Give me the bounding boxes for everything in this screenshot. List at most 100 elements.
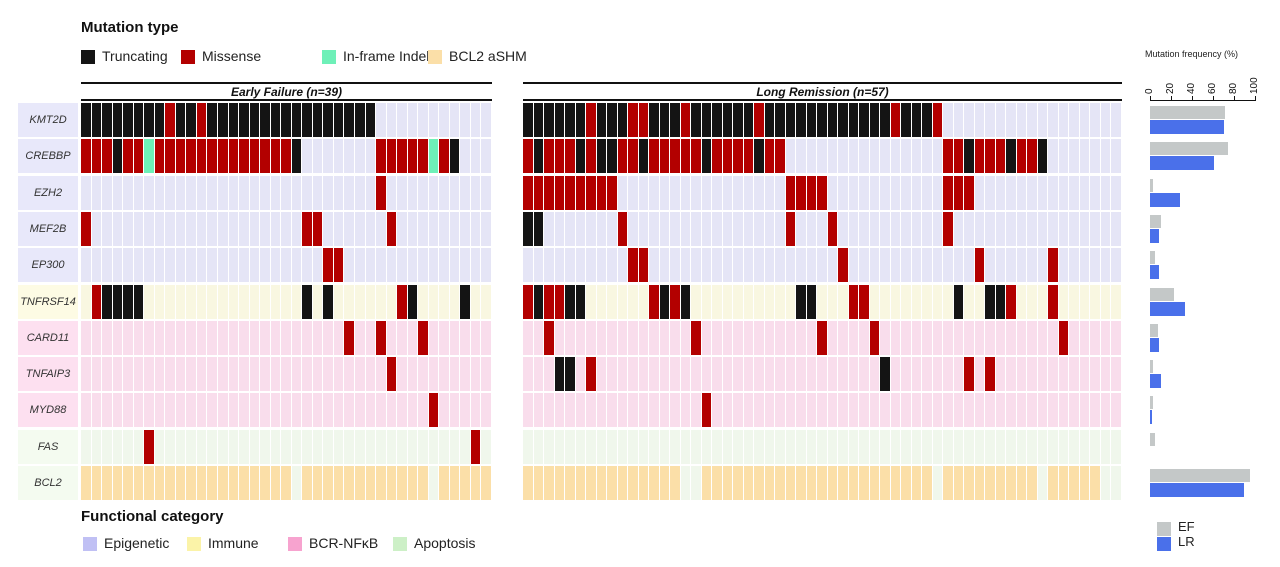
legend-swatch-apo bbox=[393, 537, 407, 551]
empty-cell bbox=[439, 429, 449, 464]
empty-cell bbox=[1069, 175, 1079, 210]
mutation-cell-M bbox=[439, 139, 449, 174]
mutation-cell-T bbox=[102, 284, 112, 319]
empty-cell bbox=[1037, 429, 1048, 464]
empty-cell bbox=[649, 357, 659, 392]
empty-cell bbox=[544, 211, 554, 246]
mutation-cell-M bbox=[586, 103, 596, 137]
empty-cell bbox=[207, 320, 217, 355]
mutation-cell-T bbox=[533, 139, 543, 174]
mutation-cell-S bbox=[817, 466, 827, 500]
mutation-cell-T bbox=[827, 103, 838, 137]
empty-cell bbox=[323, 320, 333, 355]
mutation-cell-S bbox=[743, 466, 754, 500]
frequency-bar-lr bbox=[1150, 265, 1160, 280]
mutation-cell-S bbox=[649, 466, 659, 500]
empty-cell bbox=[533, 429, 543, 464]
mutation-cell-I bbox=[428, 139, 439, 174]
legend-swatch-imm bbox=[187, 537, 201, 551]
empty-cell bbox=[586, 393, 596, 428]
mutation-cell-M bbox=[1016, 139, 1027, 174]
empty-cell bbox=[680, 429, 691, 464]
empty-cell bbox=[628, 211, 638, 246]
empty-cell bbox=[228, 393, 239, 428]
empty-cell bbox=[1079, 320, 1090, 355]
empty-cell bbox=[617, 393, 628, 428]
mutation-cell-M bbox=[586, 139, 596, 174]
empty-cell bbox=[901, 284, 911, 319]
empty-cell bbox=[880, 393, 890, 428]
empty-cell bbox=[1016, 284, 1027, 319]
empty-cell bbox=[418, 103, 428, 137]
empty-cell bbox=[712, 248, 722, 283]
mutation-cell-S bbox=[1090, 466, 1100, 500]
frequency-bar-lr bbox=[1150, 483, 1244, 497]
empty-cell bbox=[218, 357, 228, 392]
empty-cell bbox=[207, 357, 217, 392]
empty-cell bbox=[901, 139, 911, 174]
empty-cell bbox=[123, 211, 133, 246]
mutation-cell-T bbox=[964, 139, 974, 174]
mutation-cell-T bbox=[701, 103, 712, 137]
empty-cell bbox=[376, 211, 386, 246]
empty-cell bbox=[302, 139, 312, 174]
empty-cell bbox=[81, 248, 91, 283]
frequency-bar-lr bbox=[1150, 192, 1180, 207]
empty-cell bbox=[470, 175, 481, 210]
mutation-cell-S bbox=[995, 466, 1006, 500]
mutation-cell-M bbox=[796, 175, 806, 210]
mutation-cell-M bbox=[91, 139, 102, 174]
mutation-cell-I bbox=[144, 139, 154, 174]
legend-swatch-S bbox=[428, 50, 442, 64]
mutation-cell-S bbox=[953, 466, 964, 500]
empty-cell bbox=[1027, 248, 1037, 283]
mutation-cell-T bbox=[743, 103, 754, 137]
empty-cell bbox=[449, 211, 460, 246]
mutation-cell-T bbox=[764, 103, 775, 137]
empty-cell bbox=[270, 284, 281, 319]
empty-cell bbox=[638, 429, 649, 464]
empty-cell bbox=[1048, 139, 1058, 174]
mutation-cell-S bbox=[607, 466, 617, 500]
empty-cell bbox=[586, 248, 596, 283]
empty-cell bbox=[1111, 320, 1121, 355]
mutation-cell-S bbox=[386, 466, 397, 500]
empty-cell bbox=[333, 211, 344, 246]
empty-cell bbox=[953, 248, 964, 283]
empty-cell bbox=[239, 175, 249, 210]
empty-cell bbox=[196, 175, 207, 210]
legend-label: Immune bbox=[208, 535, 259, 551]
mutation-cell-M bbox=[397, 139, 407, 174]
empty-cell bbox=[428, 320, 439, 355]
empty-cell bbox=[743, 393, 754, 428]
empty-cell bbox=[312, 357, 323, 392]
empty-cell bbox=[481, 393, 491, 428]
empty-cell bbox=[323, 175, 333, 210]
empty-cell bbox=[1111, 284, 1121, 319]
empty-cell bbox=[638, 393, 649, 428]
empty-cell bbox=[1111, 393, 1121, 428]
empty-cell bbox=[260, 320, 270, 355]
empty-cell bbox=[712, 175, 722, 210]
mutation-cell-T bbox=[544, 103, 554, 137]
empty-cell bbox=[1027, 284, 1037, 319]
empty-cell bbox=[323, 211, 333, 246]
mutation-cell-S bbox=[1027, 466, 1037, 500]
mutation-cell-M bbox=[943, 175, 953, 210]
empty-cell bbox=[154, 357, 165, 392]
empty-cell bbox=[859, 248, 869, 283]
mutation-cell-T bbox=[1006, 139, 1016, 174]
empty-cell bbox=[754, 211, 764, 246]
mutation-cell-S bbox=[249, 466, 260, 500]
mutation-cell-S bbox=[974, 466, 985, 500]
gene-label-fas: FAS bbox=[18, 429, 78, 464]
mutation-cell-M bbox=[649, 284, 659, 319]
empty-cell bbox=[596, 393, 607, 428]
empty-cell bbox=[1079, 357, 1090, 392]
mutation-cell-T bbox=[207, 103, 217, 137]
empty-cell bbox=[932, 284, 943, 319]
empty-cell bbox=[397, 248, 407, 283]
empty-cell bbox=[1006, 393, 1016, 428]
empty-cell bbox=[575, 393, 586, 428]
mutation-cell-T bbox=[333, 103, 344, 137]
